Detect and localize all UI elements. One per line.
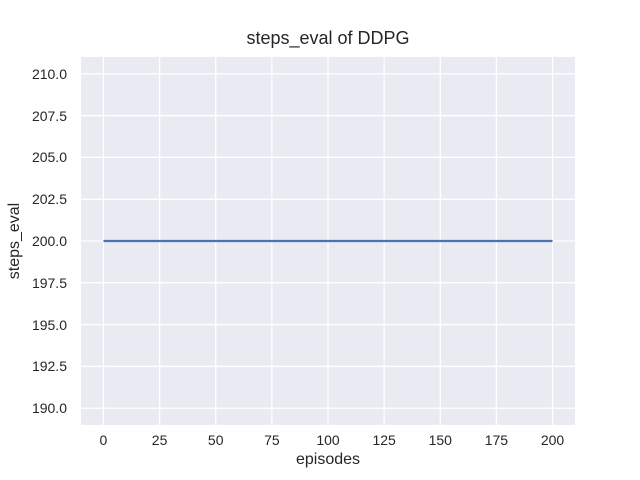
- x-tick-label: 25: [151, 432, 168, 448]
- y-tick-label: 190.0: [31, 400, 67, 417]
- y-tick-label: 210.0: [31, 65, 67, 82]
- x-tick-label: 50: [207, 432, 224, 448]
- x-tick-label: 0: [99, 432, 108, 448]
- chart-title: steps_eval of DDPG: [246, 28, 410, 48]
- y-tick-label: 207.5: [31, 107, 67, 124]
- x-tick-label: 150: [428, 432, 452, 448]
- y-tick-label: 192.5: [31, 358, 67, 375]
- x-axis-label: episodes: [295, 451, 361, 468]
- plot-area: [81, 57, 575, 425]
- y-tick-label: 197.5: [31, 274, 67, 291]
- x-tick-label: 175: [484, 432, 509, 448]
- x-tick-label: 125: [372, 432, 396, 448]
- y-tick-label: 202.5: [31, 191, 67, 208]
- x-tick-label: 75: [264, 432, 280, 448]
- y-tick-label: 195.0: [31, 316, 67, 333]
- y-tick-label: 205.0: [31, 149, 67, 166]
- y-tick-label: 200.0: [31, 233, 67, 249]
- plot-canvas: [81, 57, 575, 425]
- x-tick-label: 100: [316, 432, 340, 448]
- x-tick-label: 200: [540, 432, 565, 448]
